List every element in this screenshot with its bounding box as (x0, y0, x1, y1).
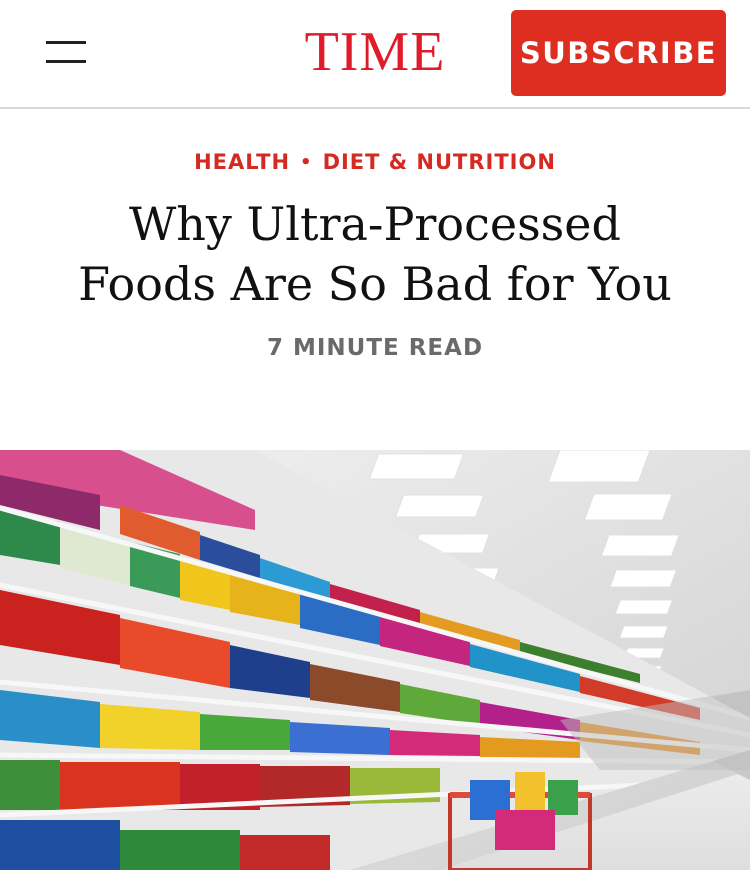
kicker-separator: • (300, 152, 313, 173)
headline-line-2: Foods Are So Bad for You (78, 257, 672, 311)
site-header: TIME SUBSCRIBE (0, 0, 750, 109)
category-link-health[interactable]: HEALTH (194, 150, 291, 174)
product-row-4 (0, 690, 580, 758)
hero-image (0, 450, 750, 870)
hamburger-menu-icon[interactable] (40, 36, 92, 68)
article-headline: Why Ultra-Processed Foods Are So Bad for… (20, 194, 730, 314)
category-link-diet-nutrition[interactable]: DIET & NUTRITION (322, 150, 556, 174)
shopping-cart (448, 772, 592, 870)
read-time: 7 MINUTE READ (266, 335, 484, 361)
product-row-5 (0, 760, 440, 810)
time-logo-wrap: TIME (0, 22, 750, 82)
product-row-1 (0, 450, 640, 683)
shelving-unit (0, 450, 750, 870)
time-logo[interactable]: TIME (304, 21, 446, 83)
product-row-6 (0, 820, 330, 870)
subscribe-button[interactable]: SUBSCRIBE (511, 10, 726, 96)
article-kicker: HEALTH • DIET & NUTRITION (0, 148, 750, 177)
headline-line-1: Why Ultra-Processed (129, 197, 621, 251)
